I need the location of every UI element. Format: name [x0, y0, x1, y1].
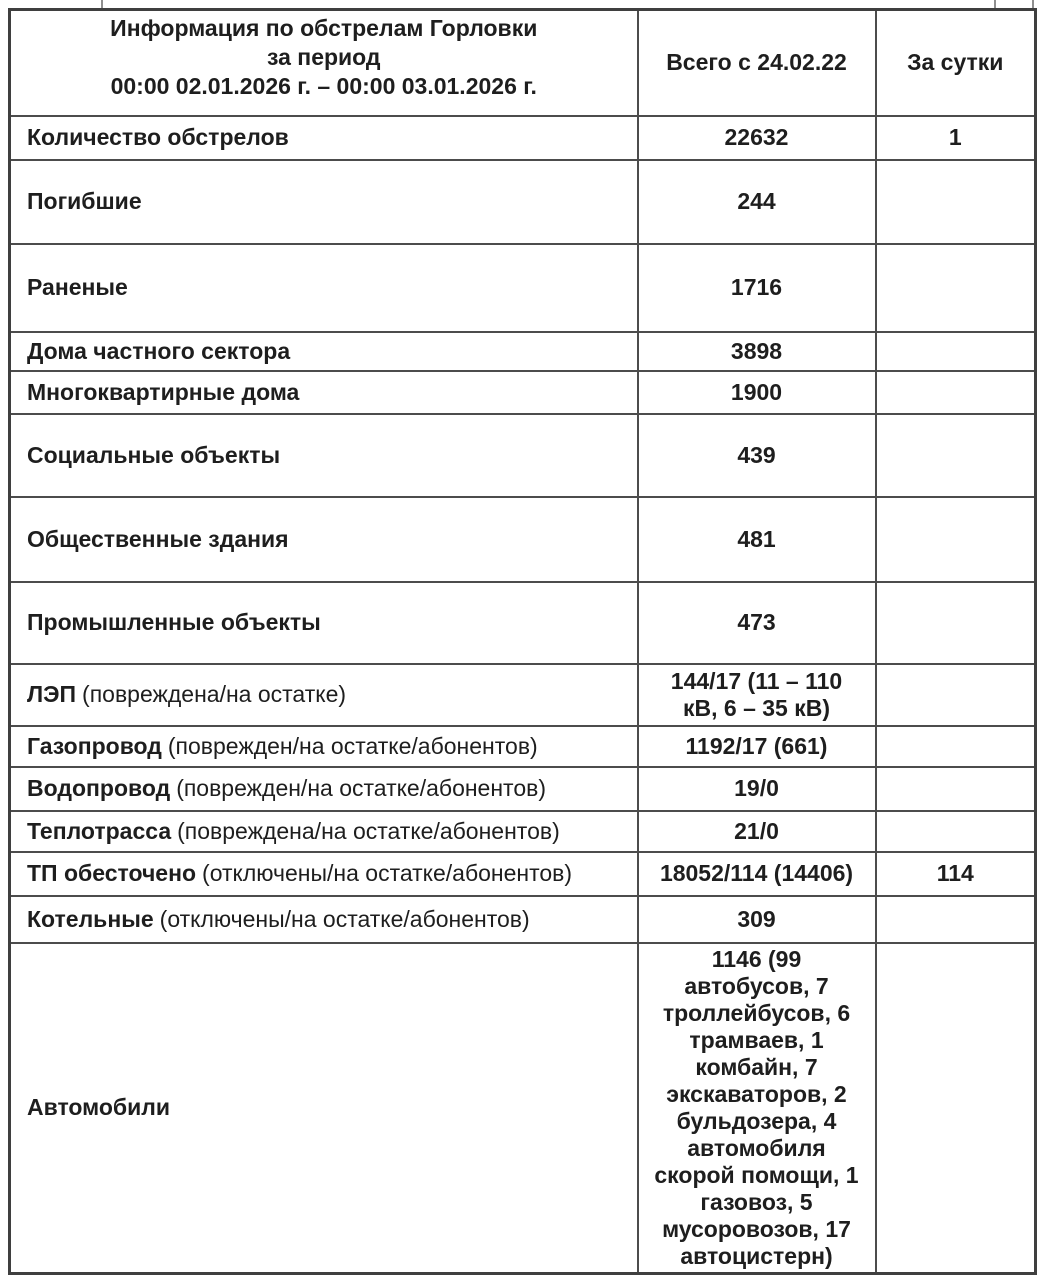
row-daily-value [874, 941, 1037, 1274]
row-label-cell: Многоквартирные дома [8, 369, 639, 415]
row-daily-value [874, 412, 1037, 498]
row-label-note: (отключены/на остатке/абонентов) [159, 905, 530, 932]
row-daily-value: 114 [874, 850, 1037, 897]
row-label-cell: Автомобили [8, 941, 639, 1274]
row-label: Количество обстрелов [27, 124, 289, 150]
row-label: Социальные объекты [27, 441, 281, 468]
row-total-value: 473 [636, 580, 877, 665]
row-total-value: 309 [636, 894, 877, 944]
row-label-cell: Промышленные объекты [8, 580, 639, 665]
row-label: Погибшие [27, 188, 142, 214]
row-label: Водопровод [27, 775, 171, 801]
table-row: Многоквартирные дома 1900 [8, 369, 1037, 415]
row-total-value: 1146 (99 автобусов, 7 троллейбусов, 6 тр… [636, 941, 877, 1274]
row-daily-value [874, 369, 1037, 415]
table-row: Автомобили 1146 (99 автобусов, 7 троллей… [8, 941, 1037, 1274]
row-daily-value [874, 495, 1037, 583]
table-row: Теплотрасса (повреждена/на остатке/абонен… [8, 809, 1037, 853]
row-label-note: (отключены/на остатке/абонентов) [202, 860, 573, 886]
row-daily-value [874, 765, 1037, 812]
row-label-cell: Количество обстрелов [8, 114, 639, 161]
row-label-cell: Водопровод (поврежден/на остатке/абоненто… [8, 765, 639, 812]
row-total-value: 144/17 (11 – 110 кВ, 6 – 35 кВ) [636, 662, 877, 727]
table-body: Количество обстрелов 22632 1 Погибшие 24… [8, 114, 1037, 1274]
table-row: Социальные объекты 439 [8, 412, 1037, 498]
row-label-cell: Дома частного сектора [8, 330, 639, 372]
table-row: Раненые 1716 [8, 242, 1037, 333]
row-label-cell: Раненые [8, 242, 639, 333]
row-label: Газопровод [27, 732, 162, 759]
table-row: Дома частного сектора 3898 [8, 330, 1037, 372]
row-daily-value [874, 580, 1037, 665]
table-row: Водопровод (поврежден/на остатке/абоненто… [8, 765, 1037, 812]
row-label: Дома частного сектора [27, 337, 291, 364]
table-row: Общественные здания 481 [8, 495, 1037, 583]
row-label: Теплотрасса [27, 817, 172, 844]
row-daily-value [874, 158, 1037, 245]
shelling-info-table: Информация по обстрелам Горловки за пери… [8, 8, 1037, 1275]
row-label-note: (поврежден/на остатке/абонентов) [167, 732, 538, 759]
row-label-cell: Погибшие [8, 158, 639, 245]
row-label: Автомобили [27, 1094, 171, 1120]
row-daily-value [874, 330, 1037, 372]
cropped-row-border-tick [101, 0, 103, 9]
row-label-cell: ЛЭП (повреждена/на остатке) [8, 662, 639, 727]
table-header-row: Информация по обстрелам Горловки за пери… [8, 8, 1037, 117]
row-daily-value [874, 242, 1037, 333]
row-label: Раненые [27, 274, 128, 300]
row-label: Многоквартирные дома [27, 378, 300, 405]
table-row: Количество обстрелов 22632 1 [8, 114, 1037, 161]
row-label-cell: Газопровод (поврежден/на остатке/абоненто… [8, 724, 639, 768]
row-label-note: (повреждена/на остатке/абонентов) [177, 817, 560, 844]
row-label-cell: Социальные объекты [8, 412, 639, 498]
table-row: Газопровод (поврежден/на остатке/абоненто… [8, 724, 1037, 768]
column-header-total: Всего с 24.02.22 [636, 8, 877, 117]
row-label: Котельные [27, 905, 154, 932]
table-row: Котельные (отключены/на остатке/абонентов… [8, 894, 1037, 944]
row-total-value: 19/0 [636, 765, 877, 812]
row-label-note: (поврежден/на остатке/абонентов) [176, 775, 546, 801]
row-total-value: 3898 [636, 330, 877, 372]
row-label-cell: Котельные (отключены/на остатке/абонентов… [8, 894, 639, 944]
cropped-row-border-tick [1032, 0, 1034, 9]
row-label: ТП обесточено [27, 860, 197, 886]
row-total-value: 439 [636, 412, 877, 498]
row-total-value: 244 [636, 158, 877, 245]
row-total-value: 1192/17 (661) [636, 724, 877, 768]
table-row: Погибшие 244 [8, 158, 1037, 245]
table-title: Информация по обстрелам Горловки за пери… [8, 8, 639, 117]
row-label: ЛЭП [27, 681, 77, 707]
row-total-value: 22632 [636, 114, 877, 161]
row-daily-value [874, 894, 1037, 944]
row-daily-value: 1 [874, 114, 1037, 161]
row-label-note: (повреждена/на остатке) [82, 681, 347, 707]
row-daily-value [874, 809, 1037, 853]
table-row: ЛЭП (повреждена/на остатке) 144/17 (11 – … [8, 662, 1037, 727]
row-total-value: 1716 [636, 242, 877, 333]
row-label-cell: ТП обесточено (отключены/на остатке/абоне… [8, 850, 639, 897]
table-row: Промышленные объекты 473 [8, 580, 1037, 665]
row-label: Промышленные объекты [27, 609, 321, 635]
row-total-value: 1900 [636, 369, 877, 415]
row-daily-value [874, 724, 1037, 768]
row-label: Общественные здания [27, 525, 289, 552]
row-total-value: 481 [636, 495, 877, 583]
row-total-value: 18052/114 (14406) [636, 850, 877, 897]
cropped-row-border-tick [994, 0, 996, 9]
table-row: ТП обесточено (отключены/на остатке/абоне… [8, 850, 1037, 897]
row-daily-value [874, 662, 1037, 727]
row-label-cell: Теплотрасса (повреждена/на остатке/абонен… [8, 809, 639, 853]
row-label-cell: Общественные здания [8, 495, 639, 583]
row-total-value: 21/0 [636, 809, 877, 853]
column-header-daily: За сутки [874, 8, 1037, 117]
